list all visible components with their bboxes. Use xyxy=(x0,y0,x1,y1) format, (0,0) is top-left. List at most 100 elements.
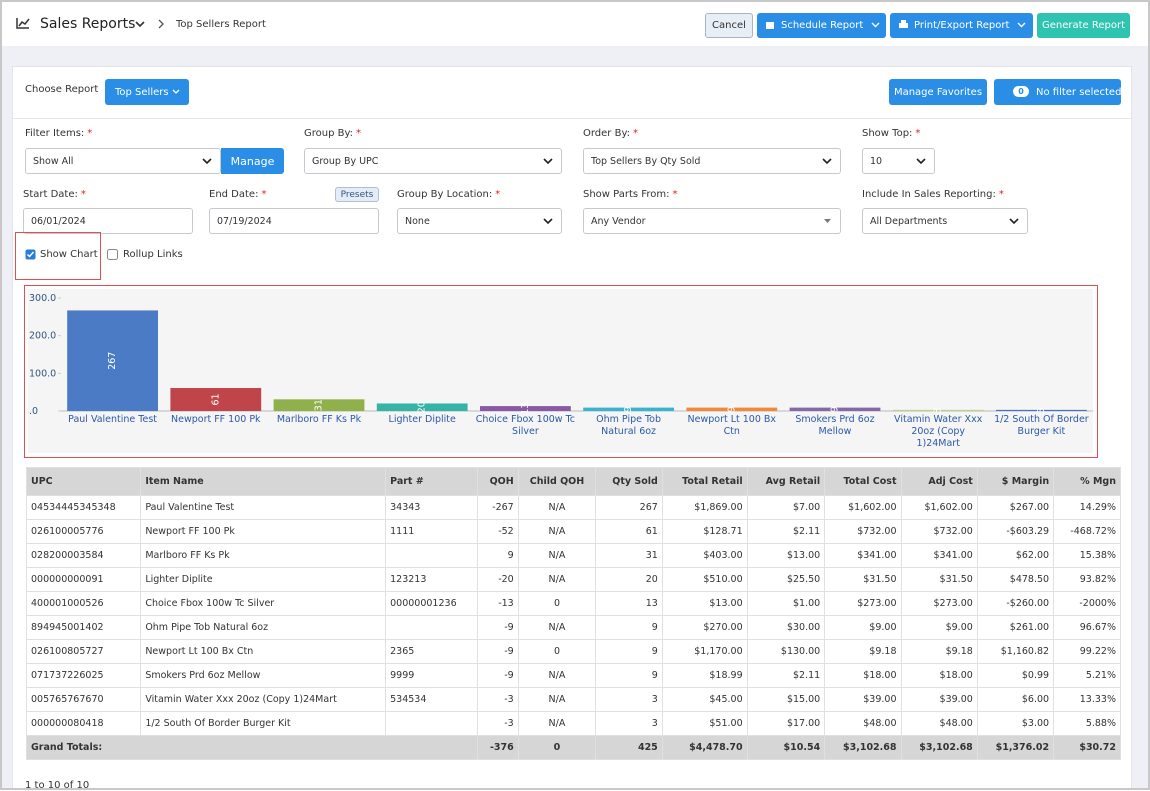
label-text: Start Date: xyxy=(23,189,78,200)
checkbox-label: Rollup Links xyxy=(123,249,183,260)
table-row: 400001000526 Choice Fbox 100w Tc Silver 00… xyxy=(25,591,1121,616)
filter-items-select[interactable]: Show All xyxy=(25,148,221,174)
table-cell: $341.00 xyxy=(900,543,978,568)
chevron xyxy=(543,158,553,165)
table-cell: -52 xyxy=(477,519,519,544)
table-cell: 9 xyxy=(595,663,663,688)
breadcrumb[interactable]: Top Sellers Report xyxy=(176,19,266,30)
generate-button[interactable]: Generate Report xyxy=(1037,13,1130,38)
bar-value-label: 3 xyxy=(933,407,944,413)
end-date-input[interactable]: 07/19/2024 xyxy=(209,208,379,234)
required-mark: * xyxy=(261,189,267,200)
print-dropdown[interactable] xyxy=(1017,22,1026,28)
required-mark: * xyxy=(356,128,362,139)
table-cell: $7.00 xyxy=(746,495,826,520)
field-label: Filter Items: * xyxy=(25,128,92,139)
group-by-select[interactable]: Group By UPC xyxy=(304,148,562,174)
label-text: Show Parts From: xyxy=(583,189,670,200)
table-cell: 13.33% xyxy=(1053,687,1121,712)
table-cell: -9 xyxy=(477,615,519,640)
bar xyxy=(67,310,159,411)
show-parts-from-select[interactable]: Any Vendor xyxy=(583,208,841,234)
field-label: Include In Sales Reporting: * xyxy=(862,189,1004,200)
table-cell: 1/2 South Of Border Burger Kit xyxy=(140,711,387,736)
table-cell: -$603.29 xyxy=(976,519,1055,544)
totals-label: Grand Totals: xyxy=(25,735,479,760)
column-header: Total Cost xyxy=(824,467,902,496)
schedule-button[interactable]: Schedule Report xyxy=(757,13,886,38)
header-row: UPC Item Name Part # QOH Child QOH Qty Sold To… xyxy=(25,467,1121,496)
label-text: Include In Sales Reporting: xyxy=(862,189,996,200)
manage-favorites-button[interactable]: Manage Favorites xyxy=(889,79,987,105)
table-cell: Lighter Diplite xyxy=(140,567,387,592)
field-label: Group By Location: * xyxy=(397,189,500,200)
table-cell: Ohm Pipe Tob Natural 6oz xyxy=(140,615,387,640)
x-tick-label: 1/2 South Of Border Burger Kit xyxy=(994,414,1089,437)
table-cell: Newport FF 100 Pk xyxy=(140,519,387,544)
chevron xyxy=(916,158,926,165)
totals-cell: -376 xyxy=(477,735,519,760)
group-by-location-select[interactable]: None xyxy=(397,208,562,234)
bar xyxy=(273,399,365,411)
print-button[interactable]: Print/Export Report xyxy=(890,13,1033,38)
y-tick-label: 300.0 xyxy=(29,293,56,304)
table-cell: $25.50 xyxy=(746,567,826,592)
table-cell: -9 xyxy=(477,639,519,664)
bar-value-label: 3 xyxy=(1036,407,1047,413)
bar xyxy=(892,409,984,411)
show-chart-checkbox[interactable] xyxy=(25,249,36,260)
table-cell: $1.00 xyxy=(746,591,826,616)
select-value: Any Vendor xyxy=(591,215,646,227)
select-value: Show All xyxy=(33,155,74,167)
table-cell: 15.38% xyxy=(1053,543,1121,568)
show-top-select[interactable]: 10 xyxy=(862,148,935,174)
table-cell: $1,869.00 xyxy=(661,495,748,520)
rollup-links-checkbox[interactable] xyxy=(107,249,118,260)
table-row: 894945001402 Ohm Pipe Tob Natural 6oz -9 N/… xyxy=(25,615,1121,640)
totals-cell: 425 xyxy=(595,735,663,760)
bar xyxy=(583,407,675,411)
table-row: 026100005776 Newport FF 100 Pk 1111 -52 N/A 6… xyxy=(25,519,1121,544)
table-cell: N/A xyxy=(517,519,597,544)
label-text: Group By Location: xyxy=(397,189,493,200)
chart: .0 100.0 200.0 300.0 267 61 31 20 13 9 9 9 3 3 xyxy=(29,293,1093,417)
table-cell: 9999 xyxy=(385,663,479,688)
chevron xyxy=(1009,218,1019,225)
manage-button[interactable]: Manage xyxy=(221,148,284,174)
table-cell: $341.00 xyxy=(824,543,902,568)
totals-cell: $30.72 xyxy=(1053,735,1121,760)
schedule-dropdown[interactable] xyxy=(871,22,880,28)
select-value: None xyxy=(405,215,430,227)
table-cell: -13 xyxy=(477,591,519,616)
bar xyxy=(479,406,571,411)
chart-icon xyxy=(16,18,30,29)
include-in-sales-select[interactable]: All Departments xyxy=(862,208,1028,234)
order-by-select[interactable]: Top Sellers By Qty Sold xyxy=(583,148,841,174)
table-cell: 14.29% xyxy=(1053,495,1121,520)
presets-button[interactable]: Presets xyxy=(335,187,379,202)
input-value: 07/19/2024 xyxy=(217,215,272,227)
title-dropdown[interactable] xyxy=(135,21,145,29)
table-cell: $6.00 xyxy=(976,687,1055,712)
cancel-button[interactable]: Cancel xyxy=(705,13,753,38)
y-tick-label: .0 xyxy=(29,406,38,417)
start-date-input[interactable]: 06/01/2024 xyxy=(23,208,193,234)
column-header: QOH xyxy=(477,467,519,496)
required-mark: * xyxy=(915,128,921,139)
bar-value-label: 61 xyxy=(210,393,221,405)
label-text: End Date: xyxy=(209,189,259,200)
table-cell: 1111 xyxy=(385,519,479,544)
x-tick-label: Choice Fbox 100w Tc Silver xyxy=(475,414,575,437)
table-cell: $30.00 xyxy=(746,615,826,640)
checkbox-label: Show Chart xyxy=(40,249,98,260)
bar-value-label: 9 xyxy=(623,406,634,412)
table-cell: $270.00 xyxy=(661,615,748,640)
table-cell: N/A xyxy=(517,711,597,736)
table-cell: 99.22% xyxy=(1053,639,1121,664)
label-text: Group By: xyxy=(304,128,354,139)
table-cell: $2.11 xyxy=(746,663,826,688)
x-tick-label: Paul Valentine Test xyxy=(68,414,158,425)
column-header: Qty Sold xyxy=(595,467,663,496)
